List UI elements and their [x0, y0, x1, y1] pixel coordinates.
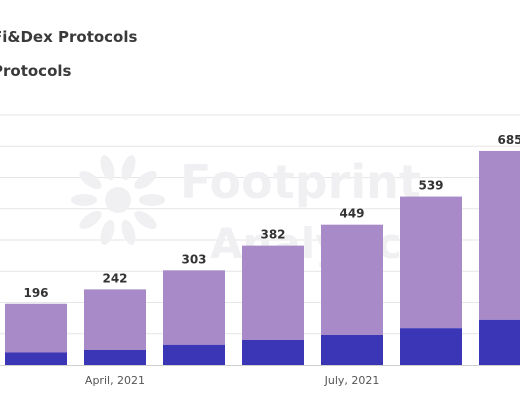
bar-labels: 196 242 303 382 449 539 685	[23, 133, 520, 300]
legend-item-protocols[interactable]: Protocols	[0, 62, 72, 80]
bar-fidex-protocols[interactable]	[5, 352, 67, 366]
x-tick-labels: April, 2021 July, 2021	[85, 374, 379, 387]
watermark-line1: Footprint	[180, 155, 421, 209]
flower-petal	[100, 219, 115, 245]
bar-total-label: 196	[23, 286, 48, 300]
flower-petal	[79, 170, 102, 190]
bar-fidex-protocols[interactable]	[479, 319, 520, 365]
legend-item-fidex-protocols[interactable]: Fi&Dex Protocols	[0, 28, 138, 46]
bar-total-label: 382	[260, 228, 285, 242]
flower-petal	[134, 170, 157, 190]
bar-total-label: 242	[102, 271, 127, 285]
bar-total-label: 539	[418, 179, 443, 193]
bar-fidex-protocols[interactable]	[84, 350, 146, 365]
x-tick-label: July, 2021	[324, 374, 380, 387]
bar-protocols[interactable]	[163, 270, 225, 345]
flower-petal	[100, 155, 115, 181]
footprint-flower-icon	[71, 155, 165, 245]
bars	[5, 150, 520, 366]
flower-petal	[121, 219, 136, 245]
bar-protocols[interactable]	[84, 289, 146, 350]
bar-protocols[interactable]	[5, 303, 67, 353]
flower-petal	[139, 194, 165, 206]
x-tick-label: April, 2021	[85, 374, 145, 387]
flower-petal	[71, 194, 97, 206]
bar-fidex-protocols[interactable]	[400, 328, 462, 365]
bar-fidex-protocols[interactable]	[321, 335, 383, 365]
bar-total-label: 449	[339, 207, 364, 221]
bar-protocols[interactable]	[242, 245, 304, 340]
chart-legend: Fi&Dex Protocols Protocols	[0, 0, 520, 90]
bar-total-label: 685	[497, 133, 520, 147]
bar-fidex-protocols[interactable]	[163, 344, 225, 365]
bar-protocols[interactable]	[479, 150, 520, 320]
bar-fidex-protocols[interactable]	[242, 340, 304, 365]
flower-petal	[79, 210, 102, 230]
flower-center	[105, 187, 131, 213]
watermark: Footprint Analytics	[71, 155, 427, 268]
bar-protocols[interactable]	[321, 224, 383, 335]
bar-protocols[interactable]	[400, 196, 462, 329]
flower-petal	[121, 155, 136, 181]
bar-total-label: 303	[181, 252, 206, 266]
flower-petal	[134, 210, 157, 230]
